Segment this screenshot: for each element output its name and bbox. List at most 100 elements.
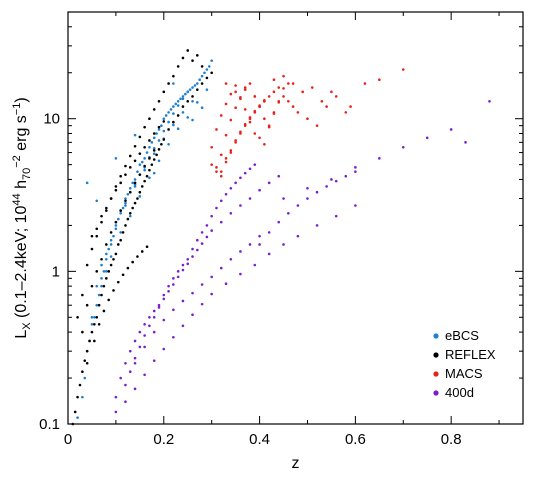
data-point: [191, 255, 194, 258]
data-point: [210, 275, 213, 279]
data-point: [119, 376, 122, 380]
data-point: [344, 174, 348, 178]
legend-label: 400d: [445, 385, 474, 400]
data-point: [90, 247, 94, 251]
data-point: [157, 306, 161, 309]
data-point: [112, 234, 115, 238]
data-point: [224, 160, 228, 164]
data-point: [186, 100, 190, 103]
data-point: [143, 322, 146, 326]
data-point: [167, 111, 170, 114]
data-point: [210, 229, 213, 232]
data-point: [219, 174, 223, 178]
data-point: [152, 149, 156, 152]
data-point: [90, 316, 94, 319]
legend-marker: [433, 352, 439, 358]
data-point: [191, 291, 194, 295]
data-point: [282, 74, 285, 78]
data-point: [169, 108, 173, 111]
data-point: [105, 270, 108, 273]
data-point: [128, 154, 132, 158]
data-point: [93, 316, 96, 319]
data-point: [81, 293, 84, 297]
data-point: [229, 118, 233, 122]
data-point: [248, 197, 252, 200]
data-point: [200, 106, 204, 110]
axis-ticks: 0 0.2 0.4 0.6 0.8 0.1 1 10: [39, 11, 523, 448]
data-point: [205, 88, 209, 91]
data-point: [124, 383, 127, 387]
data-point: [152, 136, 156, 140]
data-point: [157, 100, 161, 103]
data-point: [291, 105, 295, 108]
series-400d: [114, 100, 491, 414]
data-point: [105, 206, 108, 210]
data-point: [215, 170, 218, 173]
data-point: [193, 84, 197, 87]
data-point: [140, 160, 144, 164]
data-point: [83, 359, 87, 362]
data-point: [95, 234, 99, 238]
data-point: [229, 149, 233, 152]
data-point: [176, 65, 180, 68]
series-ebcs: [76, 59, 213, 419]
data-point: [112, 289, 115, 292]
data-point: [73, 410, 77, 414]
data-point: [167, 142, 170, 146]
data-point: [243, 86, 247, 89]
data-point: [124, 224, 127, 227]
data-point: [114, 252, 118, 256]
data-point: [224, 102, 228, 106]
data-point: [145, 174, 149, 178]
data-point: [138, 152, 142, 155]
data-point: [95, 316, 99, 319]
data-point: [200, 283, 204, 286]
data-point: [267, 231, 271, 234]
data-point: [162, 318, 166, 322]
data-point: [90, 330, 94, 334]
data-point: [200, 231, 204, 234]
data-point: [138, 195, 142, 198]
series-macs: [210, 68, 405, 178]
data-point: [229, 257, 233, 261]
data-point: [172, 308, 175, 312]
data-point: [107, 247, 111, 251]
data-point: [210, 214, 213, 218]
y-tick-label: 10: [43, 111, 60, 128]
data-point: [90, 284, 94, 288]
data-point: [116, 280, 120, 284]
data-point: [133, 339, 137, 343]
data-point: [152, 171, 156, 175]
data-point: [152, 309, 156, 313]
data-point: [85, 263, 89, 267]
data-point: [186, 262, 190, 266]
legend: eBCS REFLEX MACS 400d: [433, 328, 496, 400]
data-point: [114, 185, 118, 188]
data-point: [162, 90, 166, 94]
data-point: [109, 238, 113, 242]
data-point: [93, 339, 96, 343]
data-point: [248, 82, 252, 85]
data-point: [90, 234, 94, 238]
data-point: [378, 157, 381, 160]
data-point: [172, 283, 175, 286]
data-point: [176, 114, 180, 117]
data-point: [310, 86, 314, 89]
data-point: [186, 116, 190, 119]
data-point: [248, 116, 252, 119]
data-point: [109, 263, 113, 267]
data-point: [124, 361, 127, 365]
data-point: [81, 395, 84, 399]
data-point: [143, 373, 146, 377]
data-point: [160, 124, 163, 127]
x-tick-label: 0.4: [249, 431, 270, 448]
data-point: [224, 157, 228, 160]
data-point: [239, 204, 242, 207]
data-point: [114, 410, 118, 414]
data-point: [464, 141, 467, 144]
data-point: [148, 324, 151, 328]
data-point: [78, 383, 82, 387]
data-point: [143, 125, 146, 129]
data-point: [152, 330, 156, 334]
